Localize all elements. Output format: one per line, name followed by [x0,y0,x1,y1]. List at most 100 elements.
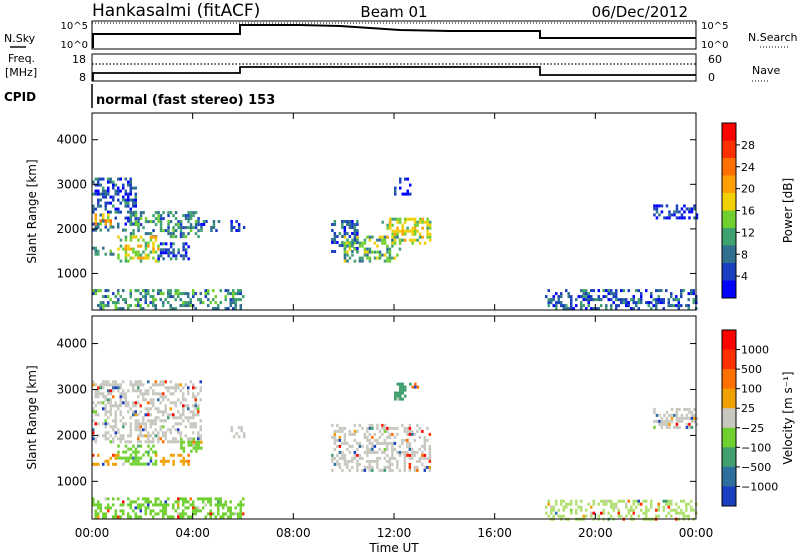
freq-tick-bottom: 8 [79,71,86,84]
y-tick-label: 1000 [56,266,87,280]
freq-tick-top: 18 [72,53,86,66]
echo-region [92,289,245,311]
x-tick-label: 00:00 [679,526,714,540]
colorbar-tick-label: −500 [741,461,771,474]
freq-label: Freq. [8,52,35,65]
echo-region [394,382,407,401]
y-tick-label: 4000 [56,133,87,147]
y-tick-label: 2000 [56,428,87,442]
y-tick-label: 2000 [56,222,87,236]
colorbar-swatch [722,245,736,264]
colorbar-tick-label: 28 [741,139,755,152]
echo-region [545,499,698,521]
colorbar-swatch [722,123,736,141]
x-tick-label: 04:00 [175,526,210,540]
x-tick-label: 08:00 [276,526,311,540]
echo-region [343,235,402,263]
echo-region [117,235,160,263]
date-title: 06/Dec/2012 [592,3,688,21]
x-tick-label: 16:00 [477,526,512,540]
nsky-label: N.Sky [4,32,36,45]
nsearch-tick-top: 10^5 [701,21,728,32]
x-tick-label: 12:00 [377,526,412,540]
colorbar-swatch [722,408,736,429]
nsky-tick-bottom: 10^0 [61,40,88,51]
x-tick-label: 20:00 [578,526,613,540]
colorbar-frame [721,329,737,507]
nsky-tick-top: 10^5 [61,21,88,32]
nsky-trace [92,24,696,48]
velocity-colorbar: 1000 500 100 25 −25 −100 −500 −1000 Velocity [m … [721,329,795,507]
colorbar-swatch [722,175,736,194]
x-tick-label: 00:00 [75,526,110,540]
echo-region [154,453,190,466]
panel-frame [91,315,697,520]
station-title: Hankasalmi (fitACF) [92,1,260,21]
y-axis-label: Slant Range [km] [25,159,39,263]
echo-region [117,444,158,466]
colorbar-tick-label: 25 [741,402,755,415]
time-axis-label: Time UT [368,541,419,554]
colorbar-tick-label: −100 [741,441,771,454]
colorbar-tick-label: 12 [741,226,755,239]
colorbar-tick-label: 20 [741,183,755,196]
colorbar-swatch [722,369,736,390]
colorbar-swatch [722,427,736,448]
colorbar-swatch [722,447,736,468]
colorbar-swatch [722,263,736,281]
echo-region [92,246,115,256]
echo-region [230,426,246,439]
colorbar-tick-label: −25 [741,422,764,435]
nave-label: Nave [752,64,780,77]
colorbar-label: Power [dB] [781,178,795,243]
y-tick-label: 3000 [56,382,87,396]
echo-region [92,497,245,519]
colorbar-tick-label: −1000 [741,480,778,493]
echo-region [94,213,112,226]
echo-region [394,177,412,196]
power-panel: 1000 2000 3000 4000 Slant Range [km] [25,112,699,311]
nsearch-tick-bottom: 10^0 [701,40,728,51]
echo-region [653,407,699,429]
cpid-label: CPID [4,90,36,104]
colorbar-tick-label: 500 [741,363,762,376]
colorbar-label: Velocity [m s⁻¹] [781,371,795,464]
colorbar-swatch [722,486,736,507]
colorbar-swatch [722,140,736,159]
echo-region [230,220,246,232]
echo-region [92,380,202,444]
colorbar-swatch [722,466,736,487]
echo-region [180,437,203,453]
echo-region [200,220,221,232]
colorbar-swatch [722,330,736,351]
freq-unit: [MHz] [5,66,37,79]
colorbar-swatch [722,210,736,229]
colorbar-tick-label: 4 [741,270,748,283]
echo-region [129,211,200,239]
freq-panel [91,53,697,82]
echo-region [92,453,120,466]
velocity-panel: 1000 2000 3000 4000 Slant Range [km] [25,315,699,521]
freq-trace [92,66,696,81]
colorbar-tick-label: 100 [741,383,762,396]
colorbar-swatch [722,280,736,299]
time-axis: 00:00 04:00 08:00 12:00 16:00 20:00 00:00 [75,526,714,540]
beam-title: Beam 01 [360,3,427,21]
colorbar-tick-label: 16 [741,205,755,218]
nave-tick-top: 60 [708,53,722,66]
echo-region [653,204,699,220]
colorbar-swatch [722,228,736,246]
colorbar-swatch [722,388,736,409]
colorbar-swatch [722,193,736,211]
echo-region [545,289,698,311]
echo-region [331,423,432,472]
y-tick-label: 3000 [56,177,87,191]
echo-region [331,220,359,253]
power-colorbar: 4 8 12 16 20 24 28 Power [dB] [721,122,795,299]
nsearch-label: N.Search [748,31,798,44]
colorbar-tick-label: 1000 [741,344,769,357]
panel-frame [91,112,697,311]
y-tick-label: 4000 [56,337,87,351]
cpid-text: normal (fast stereo) 153 [96,93,275,108]
